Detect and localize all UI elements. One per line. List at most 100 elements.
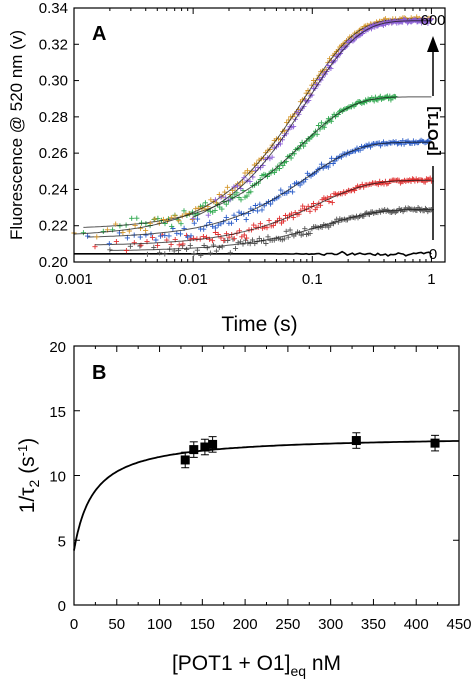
data-point — [137, 243, 143, 249]
y-tick-label: 0.30 — [39, 73, 68, 90]
data-point — [147, 220, 153, 226]
data-point — [143, 228, 149, 234]
x-tick-label: 100 — [147, 616, 172, 633]
y-tick-label: 0.22 — [39, 218, 68, 235]
data-point — [162, 232, 168, 238]
data-point — [247, 179, 253, 185]
data-point — [257, 221, 263, 227]
data-point — [268, 170, 274, 176]
data-point — [189, 441, 199, 458]
data-point — [265, 234, 271, 240]
data-point — [394, 208, 400, 214]
x-tick-label: 350 — [361, 616, 386, 633]
data-point — [228, 220, 235, 226]
series-1 — [107, 205, 434, 258]
data-point — [152, 216, 158, 222]
data-point — [326, 198, 332, 205]
data-point — [269, 154, 275, 160]
x-axis-title: [POT1 + O1]eq nM — [172, 652, 341, 679]
data-point — [168, 215, 174, 221]
data-point — [120, 229, 126, 235]
data-point — [325, 164, 331, 170]
data-point — [307, 208, 313, 214]
arrow-label: [POT1] — [425, 106, 442, 155]
data-point — [231, 184, 237, 190]
data-point — [149, 235, 156, 241]
data-point — [236, 209, 242, 215]
data-point — [242, 170, 248, 176]
data-point — [266, 218, 272, 224]
data-point — [134, 215, 140, 221]
arrow-low-label: 0 — [429, 246, 437, 263]
data-point — [176, 218, 182, 224]
panel-label: A — [92, 23, 106, 45]
data-point — [203, 234, 210, 240]
y-tick-label: 0.20 — [39, 254, 68, 271]
data-point — [172, 213, 178, 219]
data-point — [180, 451, 190, 469]
data-point — [169, 223, 175, 229]
data-point — [129, 215, 135, 221]
y-axis-title: Fluorescence @ 520 nm (v) — [7, 30, 26, 240]
data-point — [318, 161, 325, 167]
panel-label: B — [92, 362, 106, 384]
data-point — [123, 248, 129, 254]
data-point — [177, 231, 184, 237]
pot1-arrow: [POT1] 600 0 — [420, 12, 445, 263]
data-point — [116, 230, 122, 236]
data-point — [191, 250, 197, 257]
arrow-head — [427, 36, 439, 52]
series-3 — [85, 137, 432, 247]
data-point — [144, 251, 150, 257]
data-point — [209, 238, 216, 244]
data-point — [329, 200, 335, 206]
fit-line — [192, 20, 432, 218]
data-point — [201, 226, 207, 232]
data-point — [351, 432, 361, 449]
data-point — [208, 436, 218, 453]
data-point — [204, 245, 210, 251]
y-tick-label: 0.24 — [39, 181, 68, 198]
data-point — [188, 233, 194, 239]
data-point — [207, 250, 213, 256]
series-0 — [74, 250, 432, 257]
data-point — [124, 235, 130, 241]
data-point — [422, 205, 428, 212]
x-tick-label: 150 — [190, 616, 215, 633]
data-point — [247, 241, 253, 247]
y-tick-label: 0.32 — [39, 36, 68, 53]
data-point — [388, 97, 394, 103]
data-point — [157, 233, 164, 239]
data-point — [215, 222, 221, 228]
data-point — [291, 124, 297, 130]
data-point — [132, 222, 138, 228]
plot-frame — [73, 345, 460, 606]
data-point — [127, 243, 133, 249]
data-point — [187, 242, 193, 248]
data-point — [198, 252, 204, 258]
data-point — [131, 240, 137, 246]
data-point — [244, 193, 250, 199]
data-point — [427, 17, 434, 23]
data-point — [430, 434, 440, 452]
data-point — [227, 197, 233, 203]
data-point — [212, 229, 218, 236]
data-point — [257, 201, 263, 207]
data-point — [243, 217, 249, 223]
data-point — [157, 250, 163, 256]
data-point — [241, 232, 247, 238]
y-tick-label: 0.28 — [39, 109, 68, 126]
marker — [351, 436, 361, 446]
data-point — [264, 225, 270, 231]
data-point — [233, 216, 240, 222]
data-point — [194, 216, 201, 222]
data-point — [184, 246, 190, 252]
data-point — [406, 206, 412, 212]
data-point — [290, 215, 296, 221]
data-point — [207, 208, 213, 214]
data-point — [297, 182, 303, 188]
data-point — [268, 201, 274, 207]
data-point — [94, 234, 100, 240]
data-point — [180, 241, 186, 247]
